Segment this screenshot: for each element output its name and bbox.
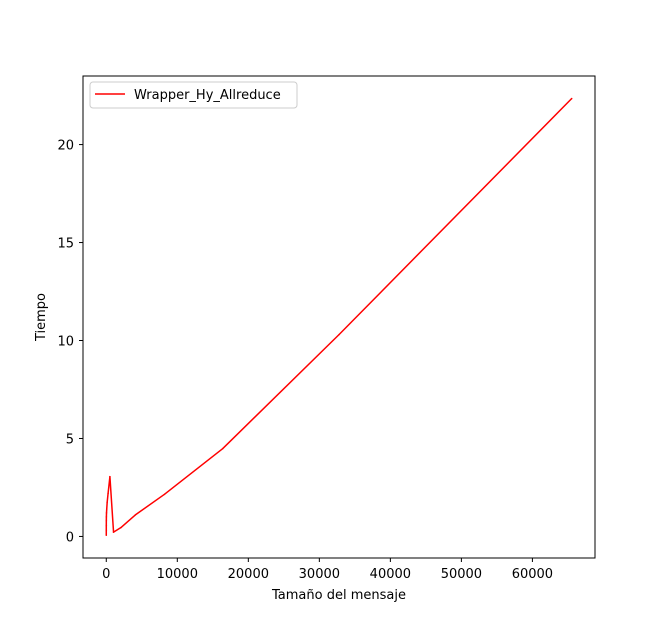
axes-frame [82, 75, 596, 559]
legend: Wrapper_Hy_Allreduce [89, 81, 298, 109]
y-axis-label: Tiempo [34, 293, 49, 342]
x-tick-label: 0 [102, 567, 110, 582]
legend-label: Wrapper_Hy_Allreduce [134, 88, 281, 103]
data-point [105, 512, 108, 514]
data-point [338, 333, 340, 336]
data-point [105, 534, 108, 537]
data-point [105, 529, 108, 532]
x-tick-label: 50000 [441, 567, 482, 582]
data-point [134, 514, 137, 516]
y-tick-label: 15 [57, 237, 74, 252]
series-layer [105, 97, 573, 537]
data-point [106, 501, 108, 503]
legend-box [89, 81, 298, 109]
x-tick-label: 60000 [512, 567, 553, 582]
data-point [105, 524, 108, 527]
data-point [105, 516, 108, 518]
y-tick-label: 10 [57, 335, 74, 350]
data-point [105, 508, 108, 510]
series-line [105, 98, 573, 536]
data-point [109, 475, 111, 478]
data-point [163, 493, 166, 496]
data-point [570, 97, 573, 100]
y-tick-label: 0 [66, 530, 74, 545]
x-tick-label: 10000 [157, 567, 198, 582]
data-point [221, 447, 224, 450]
data-point [112, 531, 115, 533]
x-tick-label: 40000 [370, 567, 411, 582]
y-tick-label: 5 [66, 432, 74, 447]
data-point [107, 492, 109, 495]
y-tick-label: 20 [57, 139, 74, 154]
x-tick-label: 20000 [228, 567, 269, 582]
x-axis-label: Tamaño del mensaje [271, 588, 406, 603]
y-axis-ticks: 0 5 10 15 20 [57, 139, 83, 545]
x-axis-ticks: 0 10000 20000 30000 40000 50000 60000 [102, 558, 553, 582]
data-point [105, 520, 108, 522]
x-tick-label: 30000 [299, 567, 340, 582]
data-point [120, 526, 122, 529]
